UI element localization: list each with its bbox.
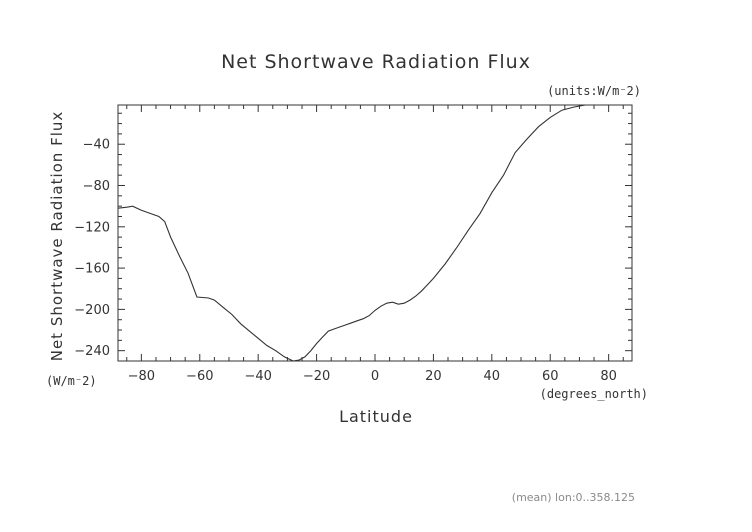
plot-area: −80 −60 −40 −20 0 20 40 60 80 −40−80−120−160−200… <box>74 104 633 384</box>
x-tick-label: 60 <box>542 369 559 384</box>
y-tick-label: −160 <box>74 262 110 277</box>
y-tick-label: −40 <box>83 138 110 153</box>
y-axis-units: (W/m⁻2) <box>46 374 97 388</box>
x-axis-label: Latitude <box>339 407 413 426</box>
plot-frame <box>117 104 633 362</box>
footer-note: (mean) lon:0..358.125 <box>512 491 635 504</box>
x-tick-labels: −80 −60 −40 −20 0 20 40 60 80 <box>128 369 617 384</box>
x-tick-label: 0 <box>371 369 379 384</box>
units-label: (units:W/m⁻2) <box>547 84 641 98</box>
y-axis-label: Net Shortwave Radiation Flux <box>48 111 66 362</box>
y-tick-label: −120 <box>74 220 110 235</box>
chart-title: Net Shortwave Radiation Flux <box>221 51 531 73</box>
x-tick-label: 80 <box>600 369 617 384</box>
axis-ticks <box>118 105 632 362</box>
x-tick-label: −20 <box>303 369 330 384</box>
y-tick-label: −240 <box>74 344 110 359</box>
y-tick-labels: −40 −80 −120 −160 −200 −240 <box>74 138 110 359</box>
x-tick-label: −60 <box>186 369 213 384</box>
x-tick-label: −40 <box>244 369 271 384</box>
y-tick-label: −80 <box>83 179 110 194</box>
y-tick-label: −200 <box>74 303 110 318</box>
x-tick-label: −80 <box>128 369 155 384</box>
x-axis-units: (degrees_north) <box>540 387 648 401</box>
data-series-line <box>117 104 632 362</box>
x-tick-label: 40 <box>484 369 501 384</box>
x-tick-label: 20 <box>425 369 442 384</box>
